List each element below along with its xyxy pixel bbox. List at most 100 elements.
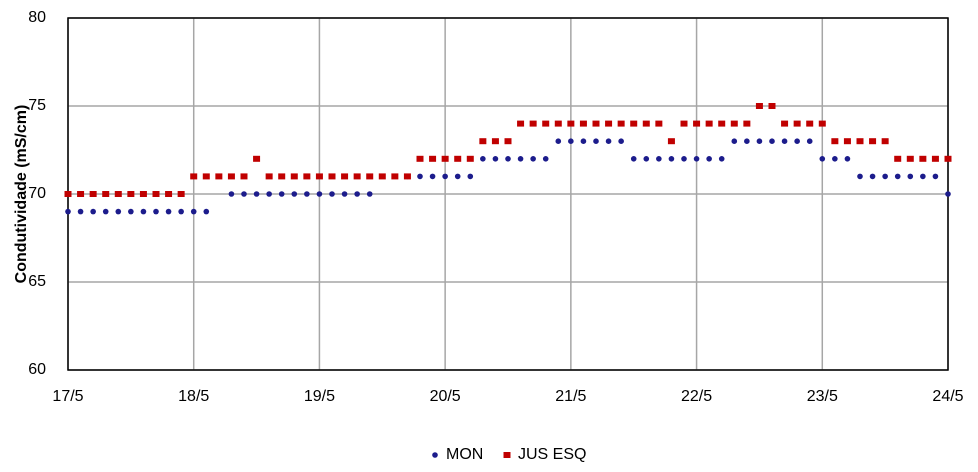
data-point — [931, 155, 939, 162]
data-point — [115, 208, 122, 215]
data-point — [743, 120, 751, 127]
data-point — [529, 120, 537, 127]
data-point — [781, 138, 788, 144]
data-point — [140, 208, 147, 215]
x-tick-label: 19/5 — [304, 388, 335, 405]
data-point — [202, 173, 210, 180]
data-point — [328, 173, 336, 180]
data-point — [278, 173, 286, 180]
data-point — [744, 138, 750, 144]
y-tick-label: 80 — [28, 9, 46, 26]
data-point — [932, 173, 939, 180]
data-point — [856, 138, 864, 145]
data-point — [617, 120, 625, 127]
data-point — [542, 156, 549, 162]
data-point — [806, 120, 814, 127]
data-point — [530, 156, 536, 162]
data-point — [165, 191, 173, 197]
x-tick-label: 20/5 — [430, 388, 461, 405]
data-point — [253, 191, 260, 197]
x-tick-label: 17/5 — [52, 388, 83, 405]
data-point — [517, 156, 524, 162]
data-point — [630, 120, 638, 127]
data-point — [668, 156, 675, 162]
data-point — [429, 155, 437, 162]
data-point — [291, 191, 298, 197]
data-point — [127, 191, 135, 197]
data-point — [794, 138, 800, 144]
data-point — [681, 156, 687, 162]
data-point — [403, 173, 411, 180]
data-point — [555, 138, 562, 144]
data-point — [718, 120, 726, 127]
legend-label: MON — [446, 446, 483, 463]
data-point — [920, 173, 926, 180]
data-point — [831, 138, 839, 145]
data-point — [680, 120, 688, 127]
x-tick-label: 21/5 — [555, 388, 586, 405]
y-tick-label: 65 — [28, 273, 46, 290]
data-point — [139, 191, 147, 197]
data-point — [819, 156, 826, 162]
legend-label: JUS ESQ — [518, 446, 586, 463]
data-point — [90, 208, 96, 215]
data-point — [304, 191, 310, 197]
x-tick-label: 18/5 — [178, 388, 209, 405]
x-tick-label: 24/5 — [932, 388, 963, 405]
data-point — [266, 191, 272, 197]
data-point — [153, 208, 159, 215]
data-point — [466, 155, 474, 162]
data-point — [467, 173, 474, 180]
data-point — [265, 173, 273, 180]
data-point — [203, 208, 210, 215]
data-point — [114, 191, 122, 197]
data-point — [906, 155, 914, 162]
data-point — [793, 120, 801, 127]
data-point — [441, 155, 449, 162]
data-point — [290, 173, 298, 180]
data-point — [102, 191, 110, 197]
data-point — [190, 208, 197, 215]
data-point — [881, 138, 889, 145]
data-point — [417, 173, 423, 180]
data-point — [215, 173, 223, 180]
data-point — [177, 191, 185, 197]
data-point — [353, 173, 361, 180]
data-point — [945, 191, 951, 197]
data-point — [869, 138, 877, 145]
data-point — [693, 156, 700, 162]
y-tick-label: 70 — [28, 185, 46, 202]
data-point — [894, 173, 901, 180]
data-point — [844, 156, 851, 162]
data-point — [806, 138, 813, 144]
data-point — [89, 191, 97, 197]
data-point — [341, 173, 349, 180]
data-point — [630, 156, 637, 162]
data-point — [693, 120, 701, 127]
data-point — [580, 138, 587, 144]
data-point — [781, 120, 789, 127]
data-point — [731, 138, 738, 144]
data-point — [568, 138, 574, 144]
data-point — [592, 120, 600, 127]
y-axis-label: Condutividade (mS/cm) — [13, 105, 30, 284]
data-point — [315, 173, 323, 180]
data-point — [240, 173, 248, 180]
data-point — [843, 138, 851, 145]
data-point — [227, 173, 235, 180]
data-point — [152, 191, 160, 197]
data-point — [642, 120, 650, 127]
data-point — [919, 155, 927, 162]
data-point — [480, 156, 486, 162]
data-point — [253, 155, 261, 162]
data-point — [755, 103, 763, 109]
y-tick-label: 60 — [28, 361, 46, 378]
data-point — [241, 191, 247, 197]
data-point — [517, 120, 525, 127]
data-point — [178, 208, 184, 215]
data-point — [278, 191, 285, 197]
data-point — [655, 120, 663, 127]
data-point — [730, 120, 738, 127]
data-point — [667, 138, 675, 145]
data-point — [643, 156, 650, 162]
